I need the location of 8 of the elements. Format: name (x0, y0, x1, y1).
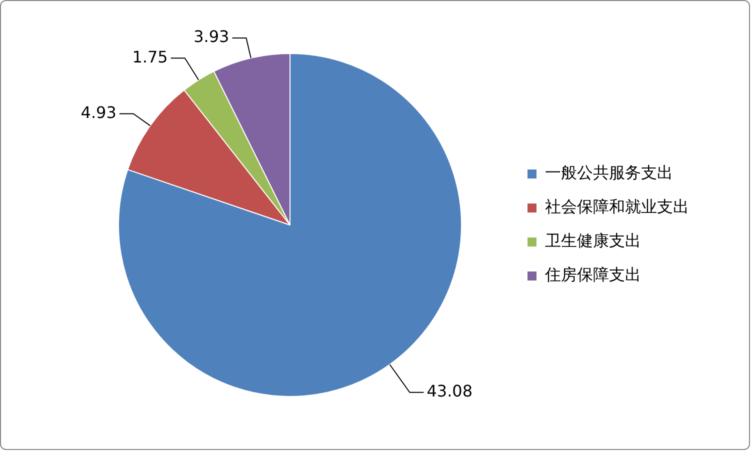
legend-label: 卫生健康支出 (545, 231, 641, 250)
data-label: 1.75 (132, 47, 168, 66)
data-label: 3.93 (194, 27, 230, 46)
data-label: 4.93 (80, 102, 116, 122)
legend-label: 住房保障支出 (544, 265, 641, 284)
data-label: 43.08 (426, 382, 473, 401)
legend-label: 一般公共服务支出 (545, 163, 673, 182)
legend-label: 社会保障和就业支出 (545, 197, 689, 216)
